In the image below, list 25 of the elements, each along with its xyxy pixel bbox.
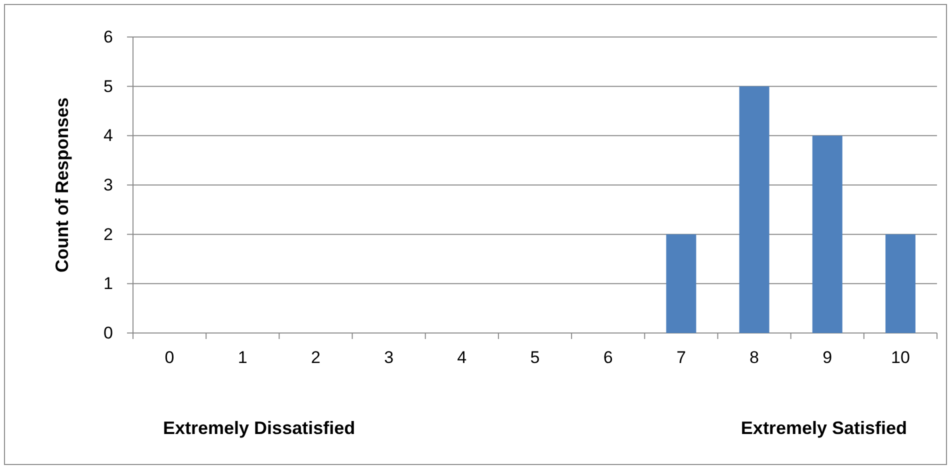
text: Extremely Satisfied xyxy=(740,418,907,438)
x-tick-label: 9 xyxy=(822,348,832,367)
y-tick-label: 4 xyxy=(104,126,113,146)
y-tick-label: 5 xyxy=(104,76,113,96)
bar xyxy=(885,234,916,333)
y-axis-title: Count of Responses xyxy=(52,97,72,273)
x-tick-label: 4 xyxy=(457,348,467,367)
y-tick-label: 2 xyxy=(104,224,113,244)
x-tick-label: 2 xyxy=(310,348,320,367)
x-tick-label: 5 xyxy=(530,348,540,367)
x-tick-label: 1 xyxy=(238,348,248,367)
bar xyxy=(739,86,770,333)
x-tick-label: 10 xyxy=(890,348,910,367)
y-tick-label: 3 xyxy=(104,175,113,194)
x-tick-label: 8 xyxy=(750,348,760,367)
x-tick-label: 6 xyxy=(603,348,613,367)
text: Extremely Dissatisfied xyxy=(163,418,356,438)
bar xyxy=(812,136,842,333)
x-tick-label: 7 xyxy=(676,348,686,367)
bar xyxy=(666,234,696,333)
y-tick-label: 0 xyxy=(104,323,113,342)
y-tick-label: 1 xyxy=(104,274,113,294)
y-tick-label: 6 xyxy=(104,27,113,46)
x-tick-label: 3 xyxy=(384,348,394,367)
x-tick-label: 0 xyxy=(164,348,174,367)
